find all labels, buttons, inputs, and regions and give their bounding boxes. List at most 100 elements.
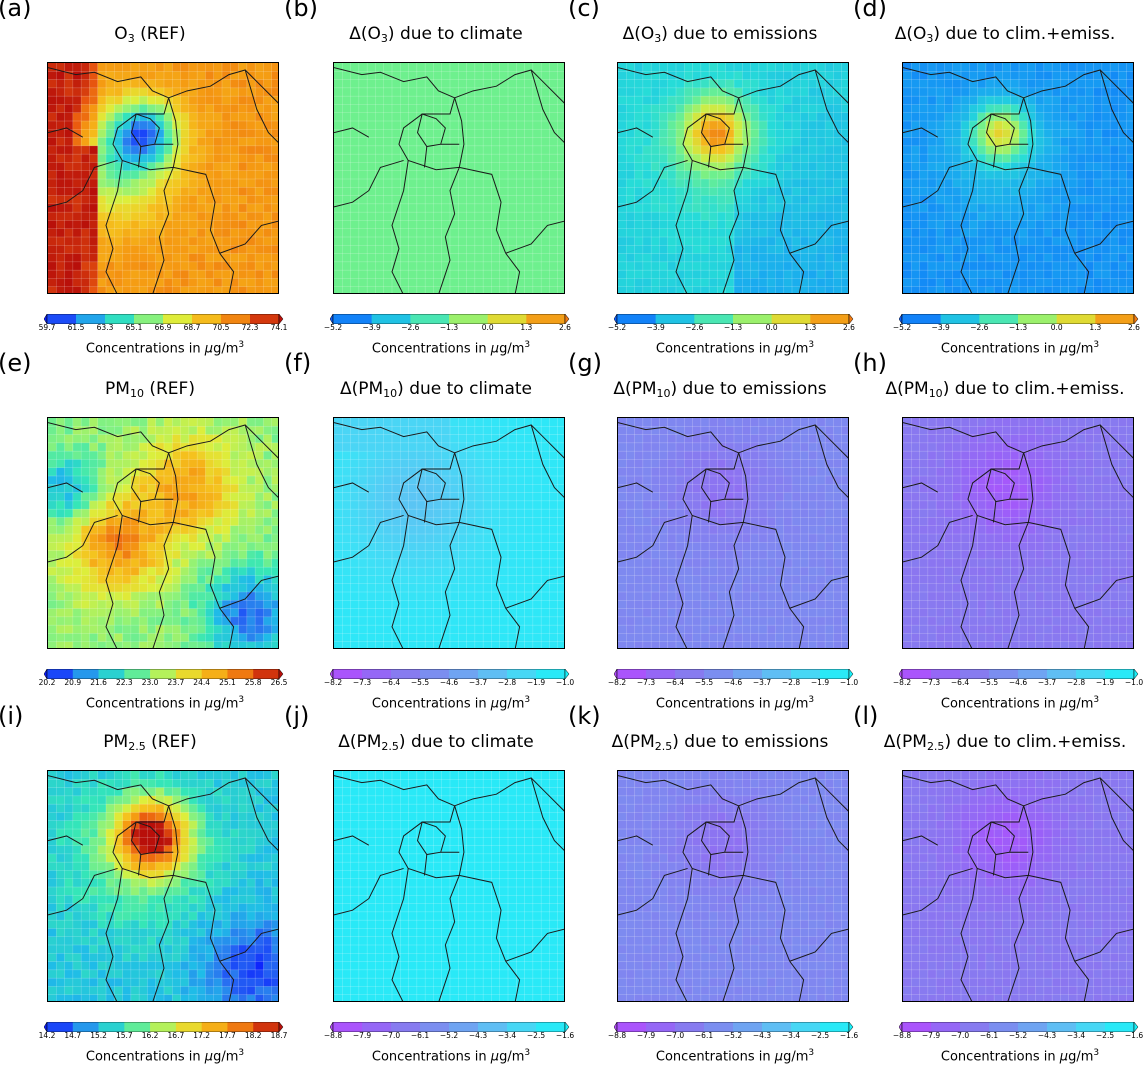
heatmap-cell bbox=[442, 287, 451, 294]
heatmap-cell bbox=[48, 121, 57, 130]
heatmap-cell bbox=[172, 171, 181, 180]
heatmap-cell bbox=[367, 509, 376, 518]
heatmap-cell bbox=[359, 162, 368, 171]
heatmap-cell bbox=[189, 451, 198, 460]
heatmap-cell bbox=[367, 468, 376, 477]
heatmap-cell bbox=[89, 179, 98, 188]
heatmap-cell bbox=[944, 229, 953, 238]
heatmap-cell bbox=[475, 418, 484, 427]
heatmap-cell bbox=[516, 121, 525, 130]
heatmap-cell bbox=[483, 476, 492, 485]
heatmap-cell bbox=[475, 534, 484, 543]
heatmap-cell bbox=[533, 517, 542, 526]
heatmap-cell bbox=[255, 121, 264, 130]
heatmap-cell bbox=[164, 88, 173, 97]
heatmap-cell bbox=[247, 476, 256, 485]
heatmap-cell bbox=[334, 509, 343, 518]
heatmap-cell bbox=[131, 633, 140, 642]
heatmap-cell bbox=[375, 129, 384, 138]
heatmap-cell bbox=[131, 443, 140, 452]
heatmap-cell bbox=[425, 179, 434, 188]
heatmap-cell bbox=[106, 287, 115, 294]
heatmap-cell bbox=[73, 96, 82, 105]
heatmap-cell bbox=[500, 63, 509, 72]
heatmap-cell bbox=[911, 220, 920, 229]
heatmap-cell bbox=[1077, 146, 1086, 155]
heatmap-cell bbox=[483, 592, 492, 601]
heatmap-cell bbox=[693, 220, 702, 229]
heatmap-cell bbox=[147, 451, 156, 460]
heatmap-cell bbox=[986, 237, 995, 246]
heatmap-cell bbox=[81, 633, 90, 642]
heatmap-cell bbox=[1118, 113, 1127, 122]
heatmap-cell bbox=[255, 509, 264, 518]
heatmap-cell bbox=[726, 162, 735, 171]
heatmap-cell bbox=[89, 138, 98, 147]
heatmap-cell bbox=[181, 559, 190, 568]
heatmap-cell bbox=[541, 237, 550, 246]
heatmap-cell bbox=[106, 459, 115, 468]
heatmap-cell bbox=[784, 104, 793, 113]
heatmap-cell bbox=[767, 237, 776, 246]
heatmap-cell bbox=[1069, 154, 1078, 163]
heatmap-cell bbox=[214, 278, 223, 287]
heatmap-cell bbox=[458, 245, 467, 254]
heatmap-cell bbox=[450, 80, 459, 89]
heatmap-cell bbox=[978, 179, 987, 188]
heatmap-cell bbox=[73, 451, 82, 460]
heatmap-cell bbox=[558, 171, 565, 180]
heatmap-cell bbox=[409, 559, 418, 568]
heatmap-cell bbox=[392, 451, 401, 460]
heatmap-cell bbox=[618, 254, 627, 263]
heatmap-cell bbox=[214, 459, 223, 468]
heatmap-cell bbox=[784, 212, 793, 221]
heatmap-cell bbox=[978, 71, 987, 80]
heatmap-cell bbox=[263, 534, 272, 543]
heatmap-cell bbox=[767, 80, 776, 89]
heatmap-cell bbox=[65, 245, 74, 254]
heatmap-cell bbox=[156, 435, 165, 444]
heatmap-cell bbox=[809, 196, 818, 205]
heatmap-cell bbox=[197, 542, 206, 551]
heatmap-cell bbox=[734, 138, 743, 147]
heatmap-cell bbox=[65, 493, 74, 502]
heatmap-cell bbox=[367, 220, 376, 229]
heatmap-cell bbox=[56, 517, 65, 526]
heatmap-cell bbox=[767, 212, 776, 221]
heatmap-cell bbox=[467, 245, 476, 254]
heatmap-cell bbox=[500, 88, 509, 97]
heatmap-cell bbox=[626, 287, 635, 294]
heatmap-cell bbox=[809, 80, 818, 89]
heatmap-cell bbox=[1110, 171, 1119, 180]
heatmap-cell bbox=[114, 526, 123, 535]
heatmap-cell bbox=[800, 270, 809, 279]
heatmap-cell bbox=[147, 196, 156, 205]
heatmap-cell bbox=[156, 71, 165, 80]
heatmap-cell bbox=[809, 88, 818, 97]
heatmap-cell bbox=[953, 171, 962, 180]
heatmap-cell bbox=[944, 113, 953, 122]
heatmap-cell bbox=[759, 287, 768, 294]
heatmap-cell bbox=[392, 113, 401, 122]
heatmap-cell bbox=[189, 600, 198, 609]
heatmap-cell bbox=[558, 526, 565, 535]
heatmap-cell bbox=[1036, 171, 1045, 180]
heatmap-cell bbox=[775, 270, 784, 279]
heatmap-cell bbox=[1060, 146, 1069, 155]
heatmap-cell bbox=[351, 567, 360, 576]
heatmap-cell bbox=[48, 426, 57, 435]
heatmap-cell bbox=[351, 435, 360, 444]
heatmap-cell bbox=[800, 162, 809, 171]
heatmap-cell bbox=[73, 71, 82, 80]
heatmap-cell bbox=[189, 287, 198, 294]
heatmap-cell bbox=[450, 426, 459, 435]
heatmap-cell bbox=[197, 96, 206, 105]
heatmap-cell bbox=[541, 262, 550, 271]
heatmap-cell bbox=[156, 96, 165, 105]
heatmap-cell bbox=[920, 146, 929, 155]
heatmap-cell bbox=[351, 171, 360, 180]
heatmap-cell bbox=[1102, 196, 1111, 205]
heatmap-cell bbox=[549, 80, 558, 89]
heatmap-cell bbox=[500, 451, 509, 460]
heatmap-cell bbox=[684, 63, 693, 72]
